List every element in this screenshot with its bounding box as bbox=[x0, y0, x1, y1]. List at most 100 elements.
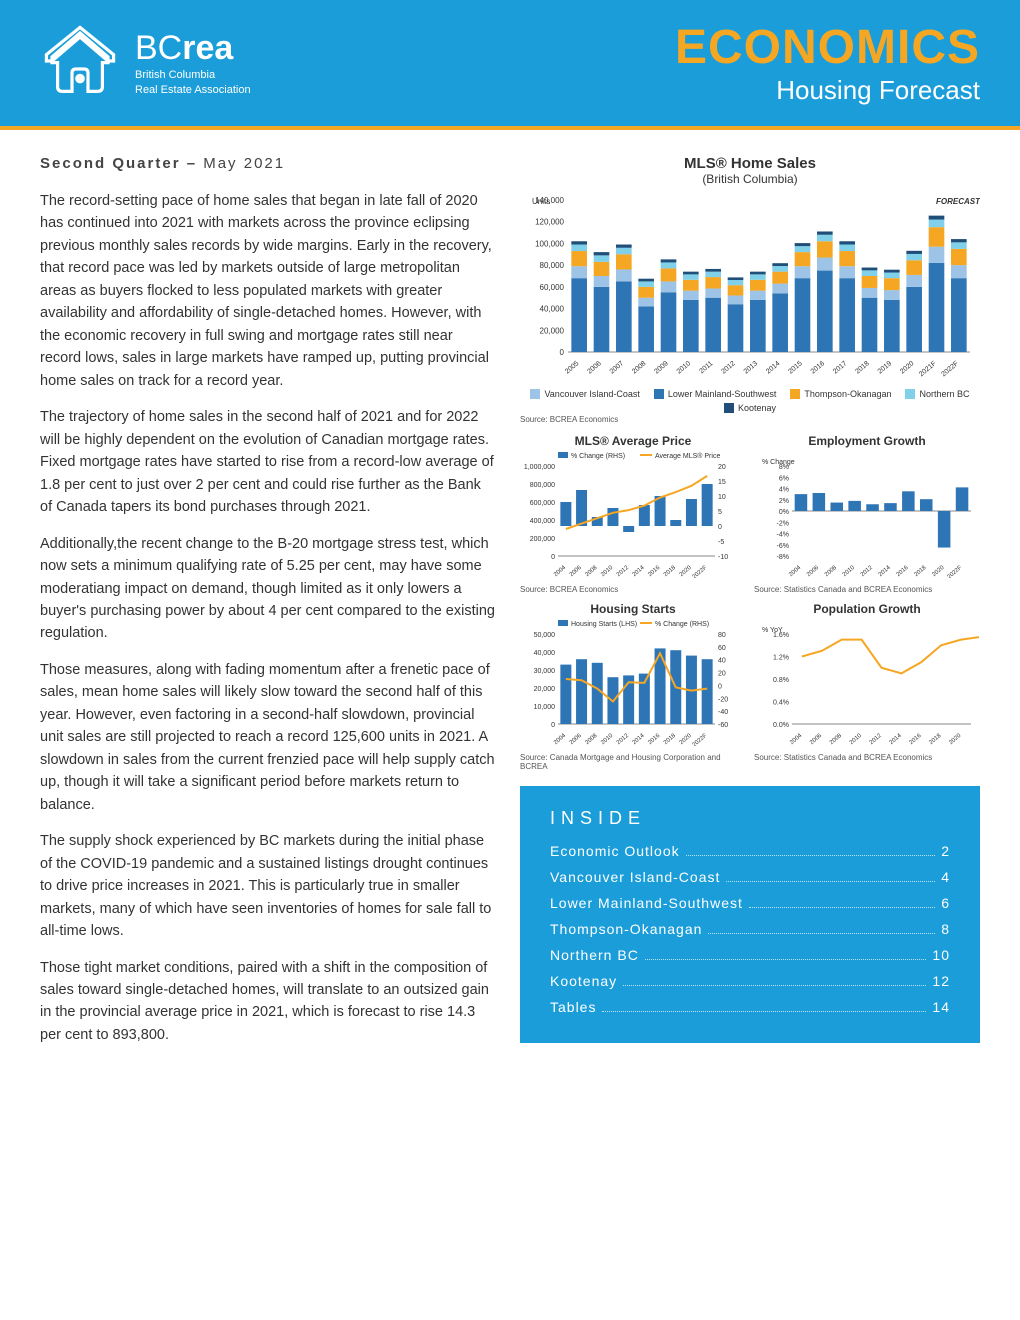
svg-text:2006: 2006 bbox=[809, 733, 824, 746]
svg-text:Units: Units bbox=[532, 197, 550, 206]
inside-page: 4 bbox=[941, 869, 950, 885]
svg-text:Housing Starts (LHS): Housing Starts (LHS) bbox=[571, 621, 637, 628]
svg-text:2016: 2016 bbox=[896, 565, 911, 578]
svg-text:-2%: -2% bbox=[777, 520, 789, 527]
body-paragraph: Additionally,the recent change to the B-… bbox=[40, 533, 495, 645]
svg-text:2022F: 2022F bbox=[692, 733, 709, 746]
inside-label: Northern BC bbox=[550, 947, 639, 963]
house-logo-icon bbox=[40, 21, 120, 106]
svg-text:% Change (RHS): % Change (RHS) bbox=[655, 621, 709, 628]
svg-text:100,000: 100,000 bbox=[535, 239, 564, 248]
body-paragraph: Those tight market conditions, paired wi… bbox=[40, 957, 495, 1047]
svg-text:2004: 2004 bbox=[789, 733, 804, 746]
inside-label: Economic Outlook bbox=[550, 843, 680, 859]
svg-text:5: 5 bbox=[718, 509, 722, 516]
svg-text:2016: 2016 bbox=[908, 733, 923, 746]
svg-text:2%: 2% bbox=[779, 498, 789, 505]
svg-text:2016: 2016 bbox=[647, 565, 662, 578]
svg-text:0: 0 bbox=[718, 524, 722, 531]
svg-text:2008: 2008 bbox=[824, 565, 839, 578]
svg-text:20: 20 bbox=[718, 464, 726, 471]
svg-text:2010: 2010 bbox=[676, 360, 693, 375]
inside-label: Lower Mainland-Southwest bbox=[550, 895, 743, 911]
svg-text:2006: 2006 bbox=[569, 733, 584, 746]
svg-text:1,000,000: 1,000,000 bbox=[524, 464, 555, 471]
svg-text:80: 80 bbox=[718, 632, 726, 639]
svg-text:20,000: 20,000 bbox=[534, 686, 556, 693]
svg-text:40: 40 bbox=[718, 658, 726, 665]
body-paragraph: The trajectory of home sales in the seco… bbox=[40, 406, 495, 518]
svg-text:2021F: 2021F bbox=[918, 360, 938, 378]
svg-text:15: 15 bbox=[718, 479, 726, 486]
svg-text:400,000: 400,000 bbox=[530, 518, 555, 525]
quarter-line: Second Quarter – May 2021 bbox=[40, 155, 495, 172]
svg-text:80,000: 80,000 bbox=[540, 261, 565, 270]
mls-sales-chart: MLS® Home Sales (British Columbia) 020,0… bbox=[520, 155, 980, 424]
population-chart: Population Growth % YoY0.0%0.4%0.8%1.2%1… bbox=[754, 602, 980, 771]
inside-page: 14 bbox=[932, 999, 950, 1015]
inside-row: Tables14 bbox=[550, 999, 950, 1015]
svg-text:2020: 2020 bbox=[899, 360, 916, 375]
brand-line2: Real Estate Association bbox=[135, 83, 251, 97]
svg-text:2008: 2008 bbox=[584, 733, 599, 746]
svg-text:600,000: 600,000 bbox=[530, 500, 555, 507]
employment-chart: Employment Growth % Change-8%-6%-4%-2%0%… bbox=[754, 434, 980, 594]
inside-label: Thompson-Okanagan bbox=[550, 921, 702, 937]
inside-row: Kootenay12 bbox=[550, 973, 950, 989]
svg-text:2018: 2018 bbox=[854, 360, 871, 375]
svg-text:2022F: 2022F bbox=[692, 565, 709, 578]
svg-text:2008: 2008 bbox=[829, 733, 844, 746]
svg-text:2011: 2011 bbox=[698, 360, 714, 375]
svg-text:800,000: 800,000 bbox=[530, 482, 555, 489]
svg-text:2012: 2012 bbox=[860, 565, 875, 578]
svg-text:0.0%: 0.0% bbox=[773, 722, 789, 729]
logo-area: BCrea British Columbia Real Estate Assoc… bbox=[40, 21, 251, 106]
svg-text:8%: 8% bbox=[779, 464, 789, 471]
svg-text:1.2%: 1.2% bbox=[773, 655, 789, 662]
svg-text:40,000: 40,000 bbox=[534, 650, 556, 657]
svg-text:% Change (RHS): % Change (RHS) bbox=[571, 453, 625, 460]
avg-price-chart: MLS® Average Price % Change (RHS)Average… bbox=[520, 434, 746, 594]
svg-text:10: 10 bbox=[718, 494, 726, 501]
svg-text:2012: 2012 bbox=[616, 733, 631, 746]
logo-text: BCrea British Columbia Real Estate Assoc… bbox=[135, 29, 251, 97]
svg-text:4%: 4% bbox=[779, 487, 789, 494]
svg-text:20,000: 20,000 bbox=[540, 326, 565, 335]
svg-text:120,000: 120,000 bbox=[535, 218, 564, 227]
svg-text:0: 0 bbox=[560, 348, 565, 357]
svg-text:-10: -10 bbox=[718, 554, 728, 561]
right-column: MLS® Home Sales (British Columbia) 020,0… bbox=[520, 155, 980, 1060]
inside-box: INSIDE Economic Outlook2Vancouver Island… bbox=[520, 786, 980, 1043]
svg-text:2013: 2013 bbox=[743, 360, 760, 375]
svg-text:2012: 2012 bbox=[720, 360, 737, 375]
inside-row: Lower Mainland-Southwest 6 bbox=[550, 895, 950, 911]
header-title: ECONOMICS bbox=[675, 20, 980, 75]
svg-text:1.6%: 1.6% bbox=[773, 632, 789, 639]
svg-text:2014: 2014 bbox=[889, 733, 904, 746]
inside-row: Thompson-Okanagan 8 bbox=[550, 921, 950, 937]
svg-text:2016: 2016 bbox=[810, 360, 827, 375]
svg-text:0: 0 bbox=[718, 683, 722, 690]
content: Second Quarter – May 2021 The record-set… bbox=[0, 130, 1020, 1060]
inside-page: 10 bbox=[932, 947, 950, 963]
svg-text:0.4%: 0.4% bbox=[773, 700, 789, 707]
svg-text:2019: 2019 bbox=[877, 360, 894, 375]
svg-text:2014: 2014 bbox=[765, 360, 782, 375]
inside-label: Vancouver Island-Coast bbox=[550, 869, 720, 885]
left-column: Second Quarter – May 2021 The record-set… bbox=[40, 155, 495, 1060]
inside-page: 8 bbox=[941, 921, 950, 937]
svg-text:60: 60 bbox=[718, 645, 726, 652]
svg-text:-4%: -4% bbox=[777, 532, 789, 539]
brand-line1: British Columbia bbox=[135, 68, 251, 82]
inside-page: 12 bbox=[932, 973, 950, 989]
body-paragraph: The record-setting pace of home sales th… bbox=[40, 190, 495, 392]
svg-text:2018: 2018 bbox=[663, 733, 678, 746]
svg-text:2022F: 2022F bbox=[946, 565, 963, 578]
body-paragraph: Those measures, along with fading moment… bbox=[40, 659, 495, 816]
svg-text:2010: 2010 bbox=[600, 565, 615, 578]
inside-page: 6 bbox=[941, 895, 950, 911]
svg-text:-60: -60 bbox=[718, 722, 728, 729]
svg-text:0: 0 bbox=[551, 554, 555, 561]
svg-text:20: 20 bbox=[718, 671, 726, 678]
svg-text:2012: 2012 bbox=[616, 565, 631, 578]
